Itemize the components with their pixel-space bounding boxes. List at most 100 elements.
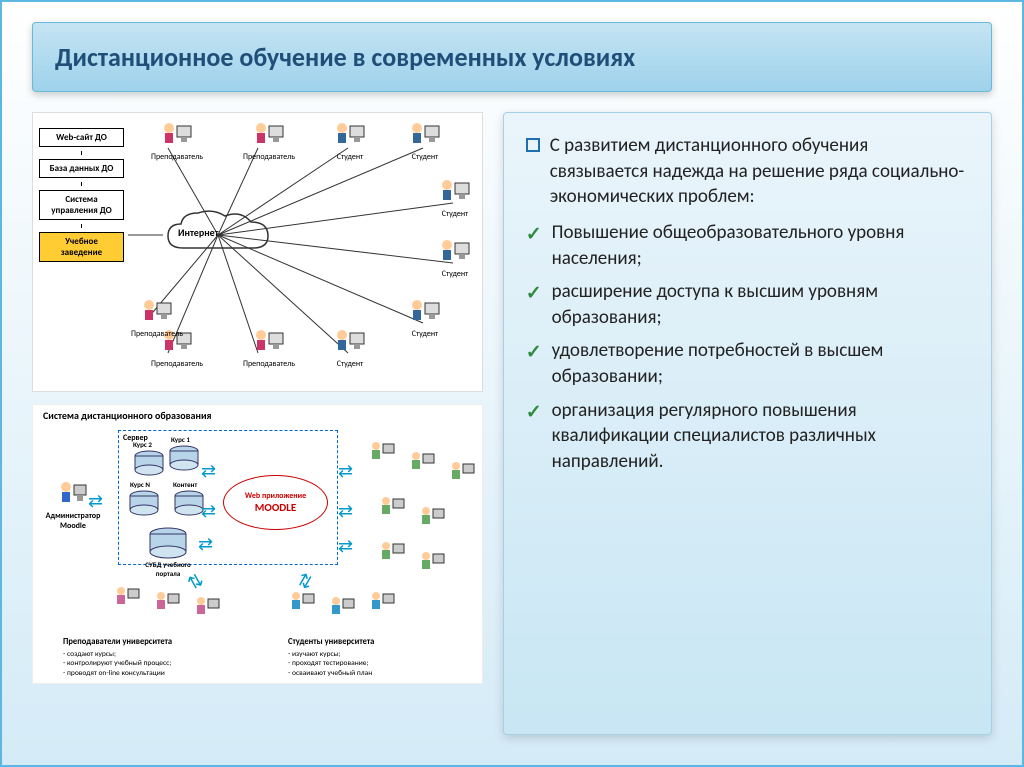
list-item: ✓ организация регулярного повышения квали… [526, 398, 969, 475]
person-monitor-icon [333, 121, 367, 149]
network-node: Студент [438, 178, 472, 219]
arrow-icon: ⇄ [201, 500, 216, 522]
cloud-label: Интернет [178, 226, 219, 239]
d1-box-lms: Система управления ДО [39, 190, 124, 220]
db-label-1: Курс 2 [133, 440, 152, 449]
person-monitor-icon [113, 585, 141, 611]
arrow-icon: ⇄ [338, 500, 353, 522]
lead-text: С развитием дистанционного обучения связ… [550, 133, 969, 210]
network-node: Студент [408, 298, 442, 339]
user-node [378, 495, 406, 524]
network-node: Преподаватель [243, 121, 295, 162]
db-icon [133, 450, 165, 476]
student-item: - изучают курсы; [288, 650, 468, 659]
text-panel: С развитием дистанционного обучения связ… [503, 112, 992, 735]
user-node [378, 540, 406, 569]
slide: Дистанционное обучение в современных усл… [0, 0, 1024, 767]
teacher-node [153, 590, 181, 619]
moodle-name: MOODLE [255, 501, 296, 514]
item-text: организация регулярного повышения квалиф… [552, 398, 969, 475]
check-icon: ✓ [526, 222, 542, 248]
network-node: Студент [408, 121, 442, 162]
item-text: расширение доступа к высшим уровням обра… [552, 279, 969, 330]
teacher-item: - проводят on-line консультации [63, 669, 243, 678]
user-node [418, 550, 446, 579]
admin-label: Администратор Moodle [38, 511, 108, 531]
person-monitor-icon [288, 590, 316, 616]
students-hdr: Студенты университета [288, 637, 468, 648]
d1-box-db: База данных ДО [39, 159, 124, 178]
person-monitor-icon [368, 590, 396, 616]
teacher-item: - контролируют учебный процесс; [63, 659, 243, 668]
network-node: Преподаватель [131, 298, 183, 339]
check-icon: ✓ [526, 340, 542, 366]
left-column: Web-сайт ДО База данных ДО Система управ… [32, 112, 483, 735]
internet-network-diagram: Web-сайт ДО База данных ДО Система управ… [32, 112, 483, 392]
teacher-node [193, 595, 221, 624]
db-label-4: Контент [173, 480, 197, 489]
slide-title: Дистанционное обучение в современных усл… [55, 41, 969, 73]
person-monitor-icon [252, 328, 286, 356]
person-monitor-icon [408, 450, 436, 476]
user-node [448, 460, 476, 489]
list-item: ✓ расширение доступа к высшим уровням обр… [526, 279, 969, 330]
moodle-system-diagram: Система дистанционного образования Серве… [32, 404, 483, 684]
network-node: Преподаватель [151, 121, 203, 162]
arrow-icon: ⇄ [198, 533, 213, 555]
person-monitor-icon [418, 550, 446, 576]
student-node [368, 590, 396, 619]
db-label-3: Курс N [130, 480, 150, 489]
user-node [368, 440, 396, 469]
user-node [418, 505, 446, 534]
list-item: ✓ Повышение общеобразовательного уровня н… [526, 220, 969, 271]
arrow-icon: ⇄ [201, 460, 216, 482]
person-monitor-icon [160, 121, 194, 149]
teachers-block: Преподаватели университета - создают кур… [63, 637, 243, 678]
d1-box-inst: Учебное заведение [39, 232, 124, 262]
person-monitor-icon [328, 595, 356, 621]
db-icon [148, 527, 188, 559]
db-label-2: Курс 1 [171, 435, 190, 444]
person-monitor-icon [408, 298, 442, 326]
person-monitor-icon [418, 505, 446, 531]
lead-para: С развитием дистанционного обучения связ… [526, 133, 969, 210]
d2-title: Система дистанционного образования [43, 409, 212, 422]
network-node: Студент [333, 121, 367, 162]
person-monitor-icon [193, 595, 221, 621]
benefit-list: ✓ Повышение общеобразовательного уровня н… [526, 220, 969, 475]
list-item: ✓ удовлетворение потребностей в высшем об… [526, 338, 969, 389]
person-monitor-icon [438, 238, 472, 266]
square-bullet-icon [526, 138, 540, 152]
arrow-icon: ⇄ [338, 535, 353, 557]
person-monitor-icon [153, 590, 181, 616]
user-node [408, 450, 436, 479]
teacher-node [113, 585, 141, 614]
person-monitor-icon [378, 495, 406, 521]
person-monitor-icon [438, 178, 472, 206]
arrow-icon: ⇄ [338, 460, 353, 482]
network-node: Студент [438, 238, 472, 279]
teacher-item: - создают курсы; [63, 650, 243, 659]
student-node [328, 595, 356, 624]
check-icon: ✓ [526, 400, 542, 426]
person-monitor-icon [58, 480, 88, 508]
student-item: - проходят тестирование; [288, 659, 468, 668]
check-icon: ✓ [526, 281, 542, 307]
item-text: Повышение общеобразовательного уровня на… [552, 220, 969, 271]
d1-box-web: Web-сайт ДО [39, 128, 124, 147]
teachers-hdr: Преподаватели университета [63, 637, 243, 648]
title-bar: Дистанционное обучение в современных усл… [32, 22, 992, 92]
item-text: удовлетворение потребностей в высшем обр… [552, 338, 969, 389]
moodle-app: Web приложение MOODLE [223, 475, 328, 530]
person-monitor-icon [252, 121, 286, 149]
admin-node: Администратор Moodle [38, 480, 108, 531]
person-monitor-icon [378, 540, 406, 566]
person-monitor-icon [333, 328, 367, 356]
person-monitor-icon [448, 460, 476, 486]
student-item: - осваивают учебный план [288, 669, 468, 678]
moodle-top: Web приложение [245, 491, 306, 501]
d1-sidebar: Web-сайт ДО База данных ДО Система управ… [39, 128, 124, 262]
db-icon [128, 490, 160, 516]
network-node: Студент [333, 328, 367, 369]
student-node [288, 590, 316, 619]
